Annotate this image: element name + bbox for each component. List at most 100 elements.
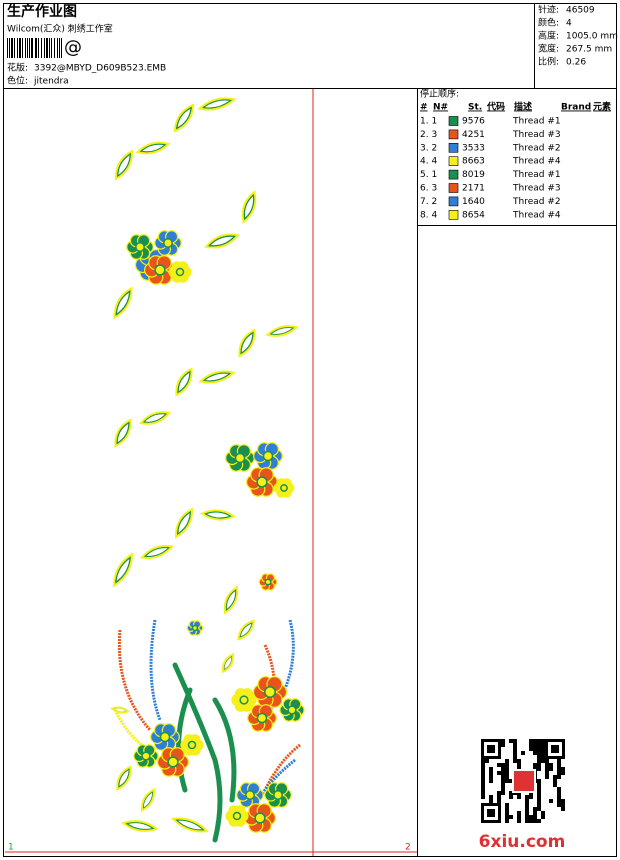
barcode-suffix: @: [64, 37, 82, 58]
leaf: [140, 788, 156, 812]
leaf-inner: [205, 373, 229, 381]
flower-center: [264, 686, 276, 698]
qr-module: [525, 795, 529, 799]
qr-module: [505, 775, 509, 779]
bar: [35, 38, 37, 58]
qr-module: [489, 771, 493, 775]
qr-module: [517, 759, 521, 763]
qr-module: [509, 791, 513, 795]
qr-module: [541, 747, 545, 751]
marker-end: 2: [405, 843, 411, 853]
row-stitches: 9576: [462, 117, 485, 127]
leaf: [200, 509, 236, 521]
qr-module: [537, 783, 541, 787]
flower-center: [141, 751, 151, 761]
qr-module: [525, 799, 529, 803]
leaf: [116, 765, 132, 791]
qr-finder: [487, 809, 495, 817]
flower-center: [256, 712, 268, 724]
leaf-inner: [226, 591, 236, 609]
leaf: [174, 507, 194, 539]
flower-center: [245, 790, 255, 800]
bar: [46, 38, 48, 58]
flower-center: [280, 484, 288, 492]
qr-module: [489, 767, 493, 771]
row-desc: Thread #2: [512, 143, 561, 153]
color-swatch: [448, 156, 459, 166]
qr-module: [517, 795, 521, 799]
flower: [133, 744, 159, 768]
leaf: [223, 585, 239, 615]
qr-module: [537, 799, 541, 803]
qr-module: [557, 763, 561, 767]
qr-module: [505, 779, 509, 783]
barcode: [7, 38, 62, 58]
stat-label: 高度:: [538, 30, 559, 42]
stat-value: 267.5 mm: [566, 45, 612, 55]
leaf-inner: [224, 656, 232, 670]
leaf: [114, 418, 132, 448]
bar: [44, 38, 45, 58]
qr-module: [505, 759, 509, 763]
qr-module: [481, 775, 485, 779]
flower: [231, 688, 257, 712]
qr-module: [501, 791, 505, 795]
qr-module: [489, 799, 493, 803]
flower-center: [254, 812, 266, 824]
leaf-inner: [146, 548, 168, 556]
qr-module: [529, 795, 533, 799]
qr-module: [489, 795, 493, 799]
qr-module: [533, 739, 537, 743]
qr-module: [501, 739, 505, 743]
qr-module: [557, 803, 561, 807]
color-swatch: [448, 196, 459, 207]
flower-center: [234, 452, 246, 464]
flower: [252, 676, 288, 708]
stem: [212, 697, 237, 803]
bar: [27, 38, 28, 58]
qr-module: [541, 759, 545, 763]
table-header: 描述: [514, 101, 532, 113]
qr-module: [537, 751, 541, 755]
leaf: [135, 141, 171, 155]
qr-module: [549, 767, 553, 771]
qr-module: [541, 811, 545, 815]
leaf-inner: [116, 559, 130, 581]
qr-module: [545, 763, 549, 767]
qr-module: [545, 775, 549, 779]
qr-module: [541, 743, 545, 747]
qr-finder: [551, 745, 559, 753]
qr-module: [513, 751, 517, 755]
qr-module: [521, 751, 525, 755]
qr-module: [533, 743, 537, 747]
design-label: 花版:: [7, 62, 28, 74]
flower-center: [167, 756, 179, 768]
qr-module: [561, 807, 565, 811]
row-seq: 2. 3: [420, 130, 437, 140]
qr-module: [545, 767, 549, 771]
row-desc: Thread #1: [512, 170, 561, 180]
qr-module: [501, 779, 505, 783]
qr-module: [537, 743, 541, 747]
qr-module: [557, 795, 561, 799]
stat-label: 针迹:: [538, 4, 559, 16]
color-swatch: [448, 116, 459, 126]
leaf-inner: [206, 512, 230, 518]
leaf-inner: [244, 196, 254, 218]
table-header: N#: [433, 103, 448, 113]
row-seq: 5. 1: [420, 170, 437, 180]
qr-module: [557, 771, 561, 775]
flower: [253, 442, 283, 470]
leaf: [173, 103, 195, 133]
qr-module: [505, 771, 509, 775]
flower: [157, 747, 189, 777]
qr-module: [501, 743, 505, 747]
flower-center: [273, 790, 283, 800]
stat-value: 46509: [566, 6, 595, 16]
flower: [244, 803, 276, 833]
qr-module: [509, 739, 513, 743]
bar: [38, 38, 39, 58]
row-seq: 4. 4: [420, 157, 437, 167]
color-swatch: [448, 169, 459, 180]
